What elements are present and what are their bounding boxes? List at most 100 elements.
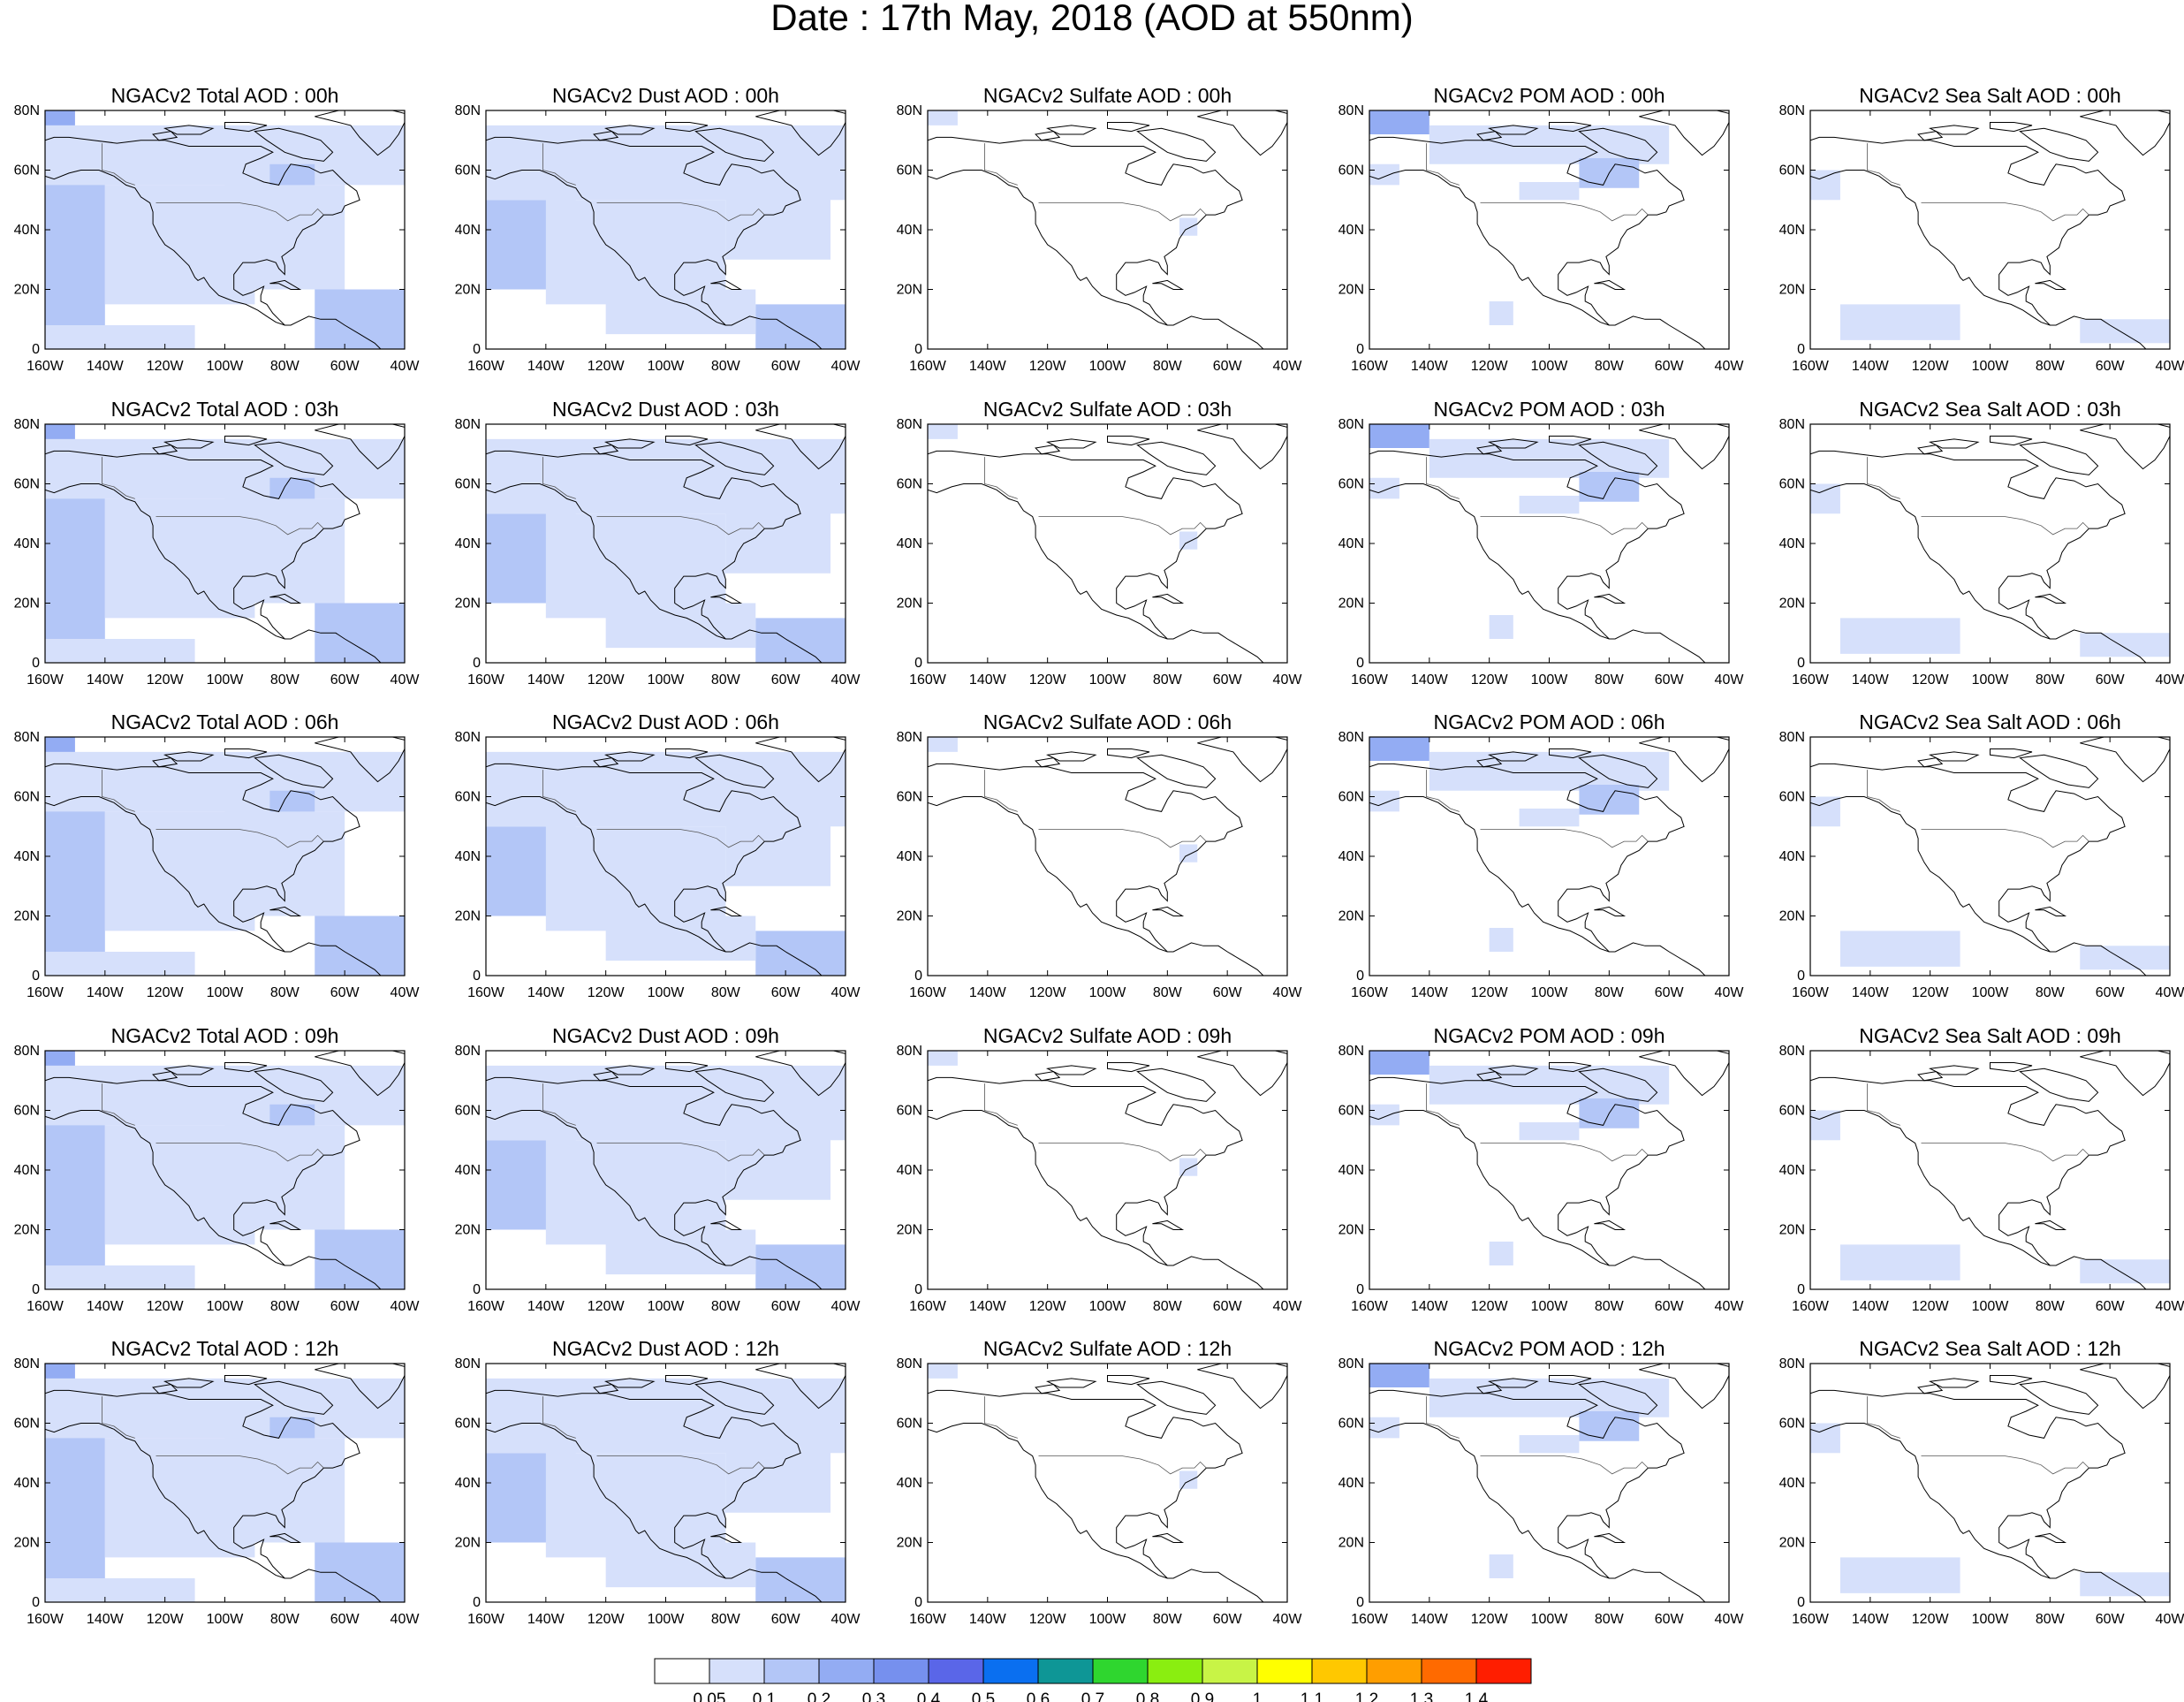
map-panel-sulfate-03h: NGACv2 Sulfate AOD : 03h 80N 60N 40N 20N 0160… <box>897 398 1303 688</box>
country-border <box>1867 1083 1900 1126</box>
coastline <box>45 1423 382 1602</box>
coastline <box>1810 483 2147 663</box>
coastline <box>486 1389 801 1579</box>
lon-tick-label: 80W <box>2036 1299 2066 1314</box>
lon-tick-label: 140W <box>87 985 125 1000</box>
aod-shading <box>1429 438 1670 478</box>
map-panel-sulfate-00h: NGACv2 Sulfate AOD : 00h 80N 60N 40N 20N 0 160… <box>897 84 1303 374</box>
coastline <box>1549 122 1592 133</box>
aod-shading <box>45 796 105 976</box>
coastline <box>486 763 801 953</box>
panel-title: NGACv2 Sea Salt AOD : 03h <box>1859 398 2121 421</box>
lon-tick-label: 160W <box>909 1299 947 1314</box>
lon-tick-label: 120W <box>588 1299 626 1314</box>
coastline <box>224 436 268 446</box>
lon-tick-label: 60W <box>2096 985 2126 1000</box>
coastline <box>1549 1375 1592 1386</box>
coastline <box>1136 1380 1217 1415</box>
coastline <box>2019 127 2099 162</box>
colorbar-label: 0.3 <box>862 1691 885 1702</box>
lon-tick-label: 160W <box>1351 985 1389 1000</box>
aod-shading <box>1429 1378 1670 1417</box>
coastline <box>1578 441 1658 475</box>
lon-tick-label: 80W <box>270 672 300 688</box>
coastline <box>45 1389 360 1579</box>
lon-tick-label: 120W <box>588 985 626 1000</box>
panel-title: NGACv2 Total AOD : 03h <box>111 398 339 421</box>
coastline <box>1549 748 1592 759</box>
lon-tick-label: 40W <box>1715 672 1745 688</box>
coastline <box>2080 1364 2170 1409</box>
aod-shading <box>1369 110 1429 134</box>
map-panel-total-00h: NGACv2 Total AOD : 00h 80N 60N 40N 20N 0 160W 1… <box>14 84 421 374</box>
coastline <box>45 1110 382 1289</box>
lon-tick-label: 80W <box>270 359 300 374</box>
coastline <box>1136 441 1217 475</box>
coastline <box>1810 1076 2126 1266</box>
coastline <box>928 1389 1243 1579</box>
coastline <box>1476 444 1503 455</box>
country-border <box>1921 202 2089 222</box>
aod-shading <box>45 110 75 125</box>
coastline <box>1917 131 1944 141</box>
colorbar-label: 0.5 <box>972 1691 995 1702</box>
lat-tick-label: 80N <box>897 730 922 745</box>
colorbar: 0.05 0.1 0.2 0.3 0.4 0.5 0.6 0.7 0.8 0.9 1 1.1 1.2 1.… <box>654 1658 1532 1702</box>
aod-field <box>1369 737 1729 976</box>
lat-tick-label: 20N <box>1338 283 1364 298</box>
coastline <box>1476 1384 1503 1394</box>
aod-shading <box>755 931 846 976</box>
lon-tick-label: 120W <box>1029 672 1067 688</box>
coastline <box>694 1380 775 1415</box>
coastline <box>1136 1068 1217 1102</box>
lon-tick-label: 100W <box>648 1612 686 1627</box>
aod-shading <box>605 916 756 961</box>
aod-shading <box>2080 946 2170 970</box>
coastline <box>928 763 1243 953</box>
aod-shading <box>725 1438 831 1513</box>
coastline <box>665 1062 709 1073</box>
lat-tick-label: 40N <box>1779 849 1805 864</box>
lon-tick-label: 100W <box>1972 1299 2010 1314</box>
lon-tick-label: 120W <box>1912 672 1950 688</box>
aod-field <box>1369 110 1729 349</box>
coastline <box>1810 1110 2147 1289</box>
coastline <box>2035 1532 2067 1543</box>
coastline <box>1152 593 1185 604</box>
lat-tick-label: 40N <box>1338 1476 1364 1491</box>
coastline <box>1197 424 1287 470</box>
lon-tick-label: 40W <box>1273 672 1303 688</box>
lat-tick-label: 0 <box>32 1595 40 1610</box>
lat-tick-label: 40N <box>455 223 481 238</box>
lon-tick-label: 40W <box>1273 1612 1303 1627</box>
coastline <box>1136 754 1217 788</box>
lon-tick-label: 140W <box>1852 672 1890 688</box>
aod-shading <box>1179 1158 1198 1176</box>
aod-shading <box>45 737 75 752</box>
coastline <box>1476 131 1503 141</box>
panel-title: NGACv2 Dust AOD : 06h <box>552 710 779 733</box>
map-panel-sulfate-09h: NGACv2 Sulfate AOD : 09h 80N 60N 40N 20N 0 160… <box>897 1024 1303 1314</box>
aod-shading <box>1369 1104 1399 1126</box>
aod-shading <box>1179 844 1198 862</box>
lat-tick-label: 0 <box>1797 969 1805 984</box>
lon-tick-label: 80W <box>2036 985 2066 1000</box>
coastline <box>928 136 1243 326</box>
lat-tick-label: 60N <box>1779 477 1805 492</box>
lat-tick-label: 20N <box>14 1223 40 1238</box>
lon-tick-label: 140W <box>87 672 125 688</box>
coastline <box>1369 1076 1685 1266</box>
lon-tick-label: 100W <box>207 359 245 374</box>
lon-tick-label: 160W <box>1792 1612 1830 1627</box>
lon-tick-label: 100W <box>1531 1299 1569 1314</box>
lat-tick-label: 80N <box>1779 1044 1805 1059</box>
coastline <box>1990 436 2033 446</box>
lat-tick-label: 0 <box>1797 1282 1805 1297</box>
lat-tick-label: 40N <box>14 849 40 864</box>
aod-shading <box>755 1244 846 1289</box>
country-border <box>1480 1455 1649 1475</box>
lon-tick-label: 80W <box>711 1299 741 1314</box>
coastline <box>1035 131 1061 141</box>
aod-shading <box>545 513 726 619</box>
map-panel-pom-09h: NGACv2 POM AOD : 09h 80N 60N 40N 20N 0 160W 140… <box>1338 1024 1745 1314</box>
